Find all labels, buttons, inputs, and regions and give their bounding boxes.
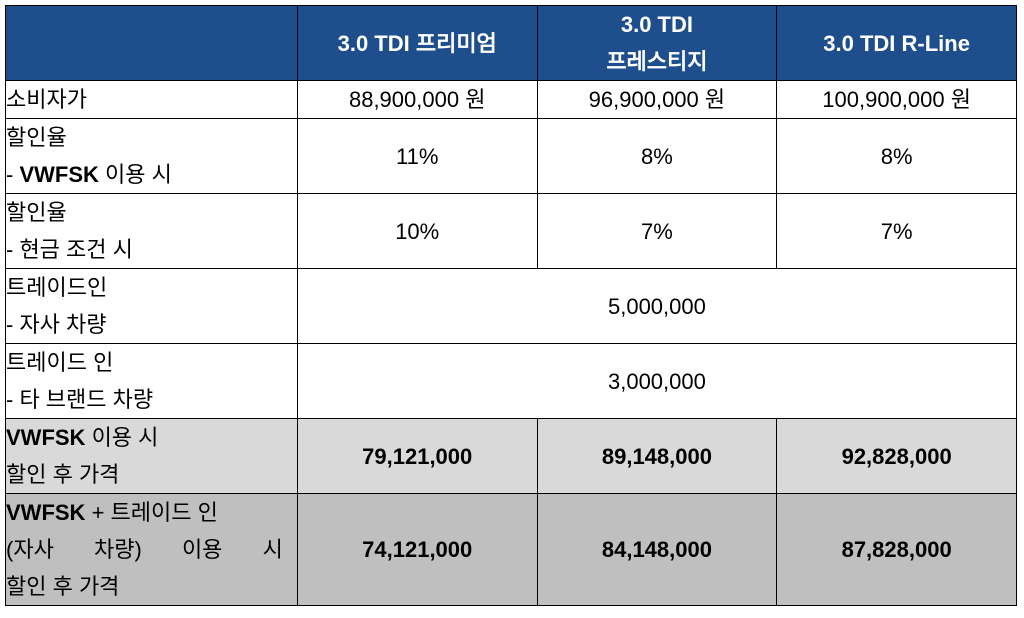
price-vwfsk-prestige: 89,148,000 <box>536 418 778 494</box>
header-trim-rline: 3.0 TDI R-Line <box>776 5 1017 81</box>
msrp-rline: 100,900,000 원 <box>776 80 1017 119</box>
discount-cash-premium: 10% <box>296 193 538 269</box>
row-label: VWFSK + 트레이드 인 (자사 차량) 이용 시 할인 후 가격 <box>5 493 298 606</box>
discount-cash-prestige: 7% <box>536 193 778 269</box>
price-vwfsk-tradein-premium: 74,121,000 <box>296 493 538 606</box>
tradein-other-value: 3,000,000 <box>296 343 1018 419</box>
discount-vwfsk-premium: 11% <box>296 118 538 194</box>
row-label: 트레이드인 - 자사 차량 <box>5 268 298 344</box>
header-row: 3.0 TDI 프리미엄 3.0 TDI 프레스티지 3.0 TDI R-Lin… <box>5 5 1017 81</box>
row-discount-vwfsk: 할인율 - VWFSK 이용 시 11% 8% 8% <box>5 118 1017 194</box>
row-label: 트레이드 인 - 타 브랜드 차량 <box>5 343 298 419</box>
row-label: VWFSK 이용 시 할인 후 가격 <box>5 418 298 494</box>
discount-vwfsk-rline: 8% <box>776 118 1017 194</box>
tradein-own-value: 5,000,000 <box>296 268 1018 344</box>
row-tradein-other: 트레이드 인 - 타 브랜드 차량 3,000,000 <box>5 343 1018 419</box>
header-trim-prestige: 3.0 TDI 프레스티지 <box>536 5 778 81</box>
price-vwfsk-rline: 92,828,000 <box>776 418 1017 494</box>
row-msrp: 소비자가 88,900,000 원 96,900,000 원 100,900,0… <box>5 80 1017 119</box>
price-vwfsk-tradein-prestige: 84,148,000 <box>536 493 778 606</box>
price-vwfsk-tradein-rline: 87,828,000 <box>776 493 1017 606</box>
row-label: 할인율 - VWFSK 이용 시 <box>5 118 298 194</box>
row-label: 할인율 - 현금 조건 시 <box>5 193 298 269</box>
header-corner-cell <box>5 5 298 81</box>
row-label: 소비자가 <box>5 80 298 119</box>
discount-cash-rline: 7% <box>776 193 1017 269</box>
row-discount-cash: 할인율 - 현금 조건 시 10% 7% 7% <box>5 193 1017 269</box>
price-vwfsk-premium: 79,121,000 <box>296 418 538 494</box>
row-tradein-own: 트레이드인 - 자사 차량 5,000,000 <box>5 268 1018 344</box>
price-comparison-table: 3.0 TDI 프리미엄 3.0 TDI 프레스티지 3.0 TDI R-Lin… <box>5 5 1018 606</box>
msrp-premium: 88,900,000 원 <box>296 80 538 119</box>
row-price-vwfsk: VWFSK 이용 시 할인 후 가격 79,121,000 89,148,000… <box>5 418 1017 494</box>
header-trim-premium: 3.0 TDI 프리미엄 <box>296 5 538 81</box>
row-price-vwfsk-tradein: VWFSK + 트레이드 인 (자사 차량) 이용 시 할인 후 가격 74,1… <box>5 493 1017 606</box>
discount-vwfsk-prestige: 8% <box>536 118 778 194</box>
msrp-prestige: 96,900,000 원 <box>536 80 778 119</box>
